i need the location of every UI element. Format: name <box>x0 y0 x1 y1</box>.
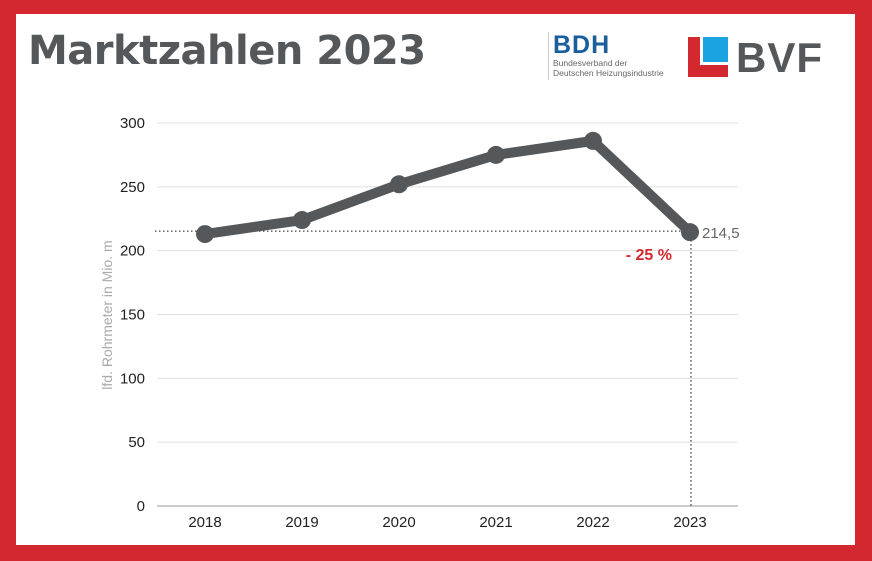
bvf-logo-name: BVF <box>736 34 823 81</box>
change-annotation: - 25 % <box>626 247 672 264</box>
value-label: 214,5 <box>702 225 740 242</box>
x-tick-label: 2022 <box>576 514 609 531</box>
y-tick-label: 0 <box>137 498 145 515</box>
data-point <box>681 223 699 242</box>
bdh-logo-name: BDH <box>553 31 611 59</box>
y-tick-label: 100 <box>120 370 145 387</box>
y-tick-label: 300 <box>120 115 145 132</box>
data-point <box>390 175 408 194</box>
data-point <box>487 145 505 164</box>
y-tick-label: 200 <box>120 243 145 260</box>
series-line <box>204 135 694 240</box>
bdh-logo: BDH Bundesverband der Deutschen Heizungs… <box>548 32 664 80</box>
y-tick-label: 250 <box>120 179 145 196</box>
y-tick-label: 50 <box>128 434 145 451</box>
x-tick-label: 2021 <box>479 514 512 531</box>
data-point <box>584 131 602 150</box>
data-point <box>293 211 311 230</box>
data-point <box>196 225 214 244</box>
y-tick-label: 150 <box>120 307 145 324</box>
x-tick-label: 2020 <box>382 514 415 531</box>
bdh-logo-subtitle-1: Bundesverband der <box>553 58 628 68</box>
x-tick-label: 2018 <box>188 514 221 531</box>
x-tick-label: 2023 <box>673 514 706 531</box>
bdh-logo-subtitle-2: Deutschen Heizungsindustrie <box>553 68 664 78</box>
page-title: Marktzahlen 2023 <box>28 28 426 74</box>
bvf-logo-mark-icon <box>688 37 728 77</box>
y-axis-label: lfd. Rohrmeter in Mio. m <box>99 240 115 389</box>
chart-card <box>16 14 855 545</box>
x-tick-label: 2019 <box>285 514 318 531</box>
